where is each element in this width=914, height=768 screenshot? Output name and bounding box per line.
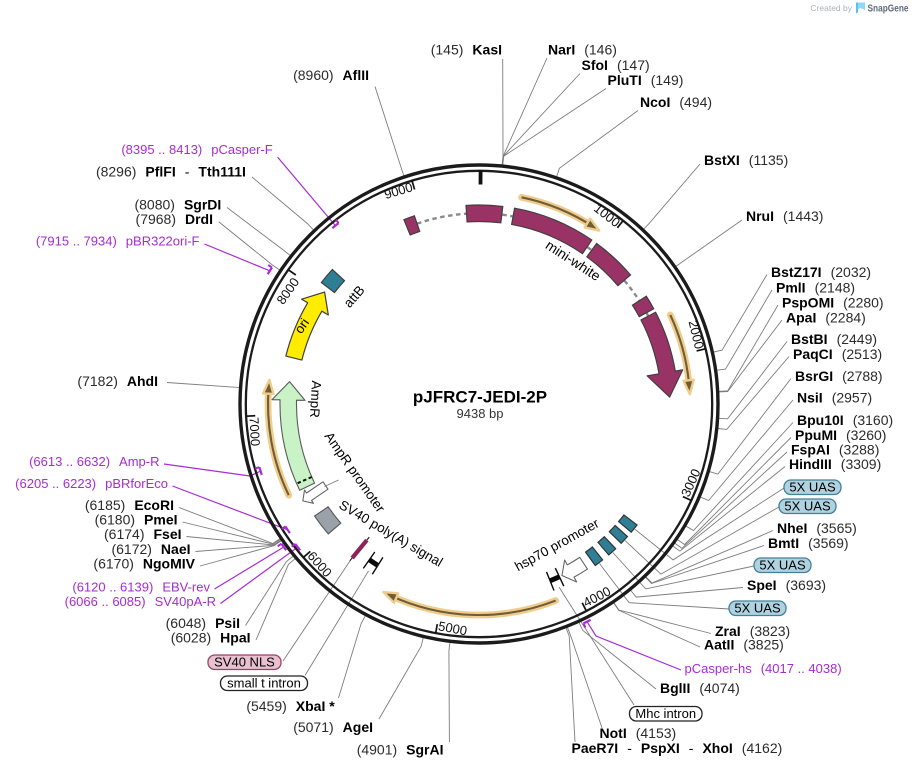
svg-text:(5459)XbaI *: (5459) XbaI * [246,698,335,714]
svg-text:2000: 2000 [686,319,707,351]
svg-text:NsiI(2957): NsiI (2957) [797,390,872,406]
svg-text:Bpu10I(3160): Bpu10I (3160) [797,412,893,428]
svg-text:(8080)SgrDI: (8080) SgrDI [134,197,221,213]
svg-text:(8960)AflII: (8960) AflII [293,67,369,83]
svg-text:AmpR: AmpR [307,380,324,418]
svg-text:(6048)PsiI: (6048) PsiI [166,615,240,631]
svg-text:(6205 .. 6223)pBRforEco: (6205 .. 6223) pBRforEco [15,476,168,491]
svg-text:SV40 NLS: SV40 NLS [214,655,275,670]
svg-text:pCasper-hs(4017 .. 4038): pCasper-hs (4017 .. 4038) [685,661,842,676]
svg-text:ApaI(2284): ApaI (2284) [786,310,866,326]
svg-text:(7968)DrdI: (7968) DrdI [136,211,213,227]
svg-text:(4901)SgrAI: (4901) SgrAI [357,742,444,758]
svg-text:(145)KasI: (145) KasI [431,42,502,58]
svg-text:(6613 .. 6632)Amp-R: (6613 .. 6632) Amp-R [29,454,159,469]
svg-text:NheI(3565): NheI (3565) [777,520,857,536]
svg-text:FspAI(3288): FspAI (3288) [791,442,879,458]
svg-text:9438 bp: 9438 bp [457,406,504,421]
svg-text:PluTI(149): PluTI (149) [608,72,684,88]
svg-text:SfoI(147): SfoI (147) [582,57,650,73]
svg-text:(6170)NgoMIV: (6170) NgoMIV [93,556,195,572]
svg-text:7000: 7000 [247,417,263,447]
svg-text:SnapGene: SnapGene [868,3,909,15]
svg-text:5X UAS: 5X UAS [789,480,836,495]
svg-text:(6174)FseI: (6174) FseI [104,526,181,542]
svg-text:(6172)NaeI: (6172) NaeI [111,541,190,557]
svg-text:(8296)PflFI-Tth111I: (8296) PflFI - Tth111I [96,164,246,180]
svg-text:PpuMI(3260): PpuMI (3260) [795,427,886,443]
svg-text:(6028)HpaI: (6028) HpaI [171,630,251,646]
svg-text:BstXI(1135): BstXI (1135) [704,152,788,168]
svg-text:pJFRC7-JEDI-2P: pJFRC7-JEDI-2P [413,388,547,407]
svg-text:Created by: Created by [810,3,852,13]
svg-text:5X UAS: 5X UAS [759,558,806,573]
svg-text:BsrGI(2788): BsrGI (2788) [795,368,883,384]
svg-text:ZraI(3823): ZraI (3823) [715,623,790,639]
svg-text:BstBI(2449): BstBI (2449) [791,331,877,347]
svg-text:(6120 .. 6139)EBV-rev: (6120 .. 6139) EBV-rev [72,580,210,595]
svg-text:(7915 .. 7934)pBR322ori-F: (7915 .. 7934) pBR322ori-F [36,234,200,249]
svg-text:(6185)EcoRI: (6185) EcoRI [85,497,174,513]
svg-text:NotI(4153): NotI (4153) [600,725,677,741]
svg-text:5X UAS: 5X UAS [784,499,831,514]
svg-text:NruI(1443): NruI (1443) [746,208,823,224]
svg-text:5X UAS: 5X UAS [734,601,781,616]
svg-text:PaqCI(2513): PaqCI (2513) [793,346,882,362]
svg-text:HindIII(3309): HindIII (3309) [789,456,881,472]
svg-text:PmlI(2148): PmlI (2148) [776,280,855,296]
svg-text:PaeR7I-PspXI-XhoI(4162): PaeR7I - PspXI - XhoI (4162) [572,740,783,756]
svg-text:5000: 5000 [437,618,468,638]
svg-text:PspOMI(2280): PspOMI (2280) [782,295,884,311]
svg-text:NcoI(494): NcoI (494) [640,94,712,110]
svg-text:(6180)PmeI: (6180) PmeI [95,512,178,528]
svg-text:small t intron: small t intron [227,676,301,691]
svg-text:(5071)AgeI: (5071) AgeI [293,719,373,735]
svg-text:(8395 .. 8413)pCasper-F: (8395 .. 8413) pCasper-F [121,142,272,157]
svg-text:(7182)AhdI: (7182) AhdI [77,373,158,389]
svg-text:BglII(4074): BglII (4074) [660,680,740,696]
svg-text:Mhc intron: Mhc intron [635,706,696,721]
svg-text:BstZ17I(2032): BstZ17I (2032) [771,264,871,280]
svg-text:BmtI(3569): BmtI (3569) [768,535,849,551]
svg-text:SpeI(3693): SpeI (3693) [747,577,826,593]
svg-text:AatII(3825): AatII (3825) [704,637,784,653]
svg-text:(6066 .. 6085)SV40pA-R: (6066 .. 6085) SV40pA-R [65,594,216,609]
svg-text:ori: ori [291,316,312,337]
svg-text:NarI(146): NarI (146) [548,42,617,58]
